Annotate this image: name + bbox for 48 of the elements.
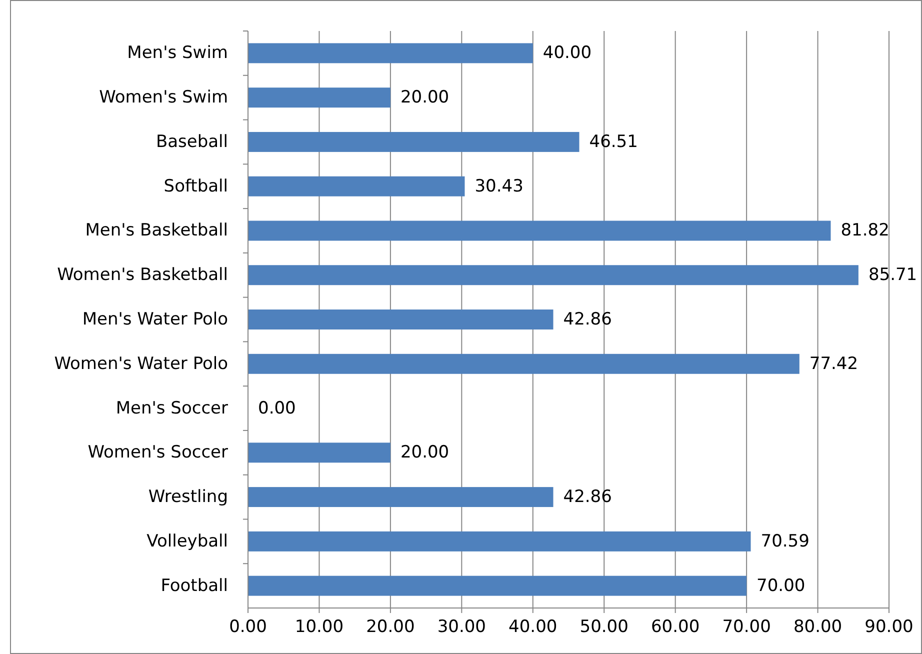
y-tick-label: Men's Basketball bbox=[85, 220, 228, 241]
bar bbox=[248, 310, 554, 330]
y-tick-label: Women's Basketball bbox=[57, 265, 228, 286]
y-tick-label: Volleyball bbox=[146, 531, 228, 552]
bar bbox=[248, 442, 390, 463]
x-tick-label: 10.00 bbox=[294, 617, 344, 637]
data-label: 42.86 bbox=[563, 487, 612, 508]
x-tick-label: 60.00 bbox=[650, 617, 700, 637]
bar bbox=[248, 576, 747, 596]
y-tick-label: Men's Swim bbox=[127, 43, 228, 64]
x-tick-label: 50.00 bbox=[580, 617, 628, 637]
data-label: 70.00 bbox=[756, 576, 806, 596]
data-label: 70.59 bbox=[760, 531, 810, 552]
bar bbox=[248, 220, 831, 241]
data-label: 0.00 bbox=[258, 398, 296, 418]
y-tick-label: Football bbox=[160, 576, 228, 596]
y-tick-label: Men's Water Polo bbox=[82, 310, 228, 330]
data-label: 77.42 bbox=[809, 354, 858, 374]
x-tick-label: 70.00 bbox=[722, 617, 771, 637]
bar bbox=[248, 531, 751, 552]
bar bbox=[248, 43, 533, 64]
bar bbox=[248, 132, 580, 152]
y-tick-label: Women's Soccer bbox=[88, 442, 228, 463]
bar bbox=[248, 176, 465, 196]
x-tick-label: 20.00 bbox=[366, 617, 415, 637]
y-tick-label: Men's Soccer bbox=[116, 398, 228, 418]
y-tick-label: Women's Water Polo bbox=[54, 354, 228, 374]
bar bbox=[248, 265, 858, 286]
x-tick-label: 80.00 bbox=[793, 617, 842, 637]
x-tick-label: 30.00 bbox=[437, 617, 486, 637]
data-label: 20.00 bbox=[400, 442, 450, 463]
data-label: 42.86 bbox=[563, 310, 612, 330]
bar bbox=[248, 354, 800, 374]
y-tick-label: Women's Swim bbox=[99, 88, 228, 108]
bar bbox=[248, 88, 390, 108]
data-label: 20.00 bbox=[400, 88, 450, 108]
x-tick-label: 40.00 bbox=[508, 617, 558, 637]
y-tick-label: Softball bbox=[164, 176, 228, 196]
x-tick-label: 0.00 bbox=[229, 617, 267, 637]
data-label: 46.51 bbox=[589, 132, 638, 152]
y-tick-label: Wrestling bbox=[148, 487, 228, 508]
data-label: 40.00 bbox=[542, 43, 592, 64]
x-tick-label: 90.00 bbox=[864, 617, 914, 637]
data-label: 85.71 bbox=[868, 265, 918, 286]
data-label: 81.82 bbox=[840, 220, 890, 241]
bar bbox=[248, 487, 554, 508]
y-tick-label: Baseball bbox=[156, 132, 228, 152]
data-label: 30.43 bbox=[474, 176, 524, 196]
